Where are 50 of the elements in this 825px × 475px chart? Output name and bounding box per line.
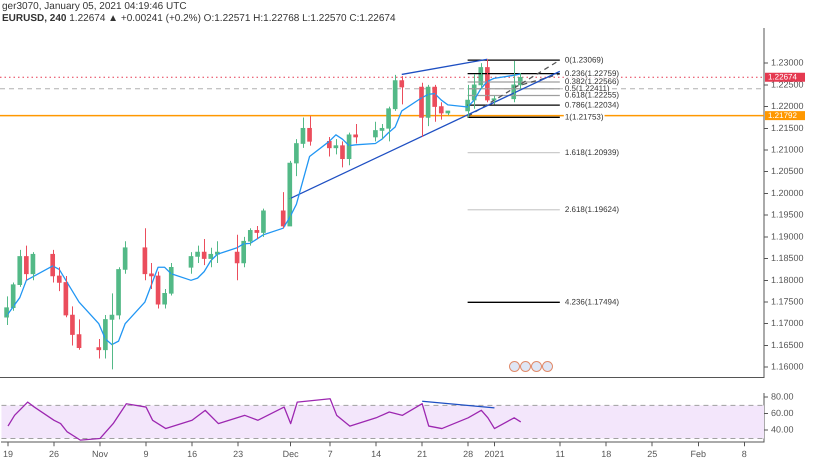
- ref-line-label: 1.22674: [768, 72, 798, 82]
- chart-subtitle: 1.22674 ▲ +0.00241 (+0.2%) O:1.22571 H:1.22768 L:1.22570 C:1.22674: [68, 13, 396, 24]
- x-tick-label: Feb: [690, 449, 706, 460]
- x-tick-label: 16: [187, 449, 198, 460]
- y-tick-label: 1.23000: [771, 58, 804, 68]
- y-tick-label: 1.17000: [771, 318, 804, 328]
- series-label: 0.786(1.22034): [564, 100, 620, 110]
- y-tick-label: 1.22000: [771, 101, 804, 112]
- series-label: 0(1.23069): [564, 55, 604, 64]
- x-tick-label: 18: [601, 449, 612, 460]
- x-tick-label: 28: [463, 449, 474, 460]
- y-tick-label: 1.21000: [771, 144, 804, 154]
- y-tick-label: 1.21500: [771, 122, 804, 133]
- x-tick-label: 25: [647, 449, 658, 460]
- series-label: 4.236(1.17494): [564, 297, 620, 306]
- text: ger3070, January 05, 2021 04:19:46 UTC: [2, 1, 188, 13]
- series-label: 1.618(1.20939): [564, 148, 620, 157]
- x-tick-label: 21: [417, 449, 428, 460]
- x-tick-label: 23: [233, 449, 244, 460]
- y-tick-label: 1.22500: [771, 79, 804, 90]
- series-label: 0.382(1.22566): [564, 77, 620, 86]
- x-tick-label: Dec: [282, 449, 300, 460]
- ref-line-label: 1.21792: [768, 110, 798, 120]
- x-tick-label: 2021: [484, 449, 504, 460]
- x-tick-label: 26: [49, 449, 60, 460]
- x-tick-label: 19: [3, 449, 14, 460]
- chart-title: EURUSD, 240: [2, 13, 66, 24]
- y-tick-label: 80.00: [771, 392, 794, 402]
- series-label: 2.618(1.19624): [564, 204, 620, 214]
- x-tick-label: 8: [742, 449, 747, 460]
- y-tick-label: 1.16500: [771, 340, 804, 350]
- y-tick-label: 1.18000: [771, 274, 804, 285]
- y-tick-label: 1.17500: [771, 296, 804, 307]
- y-tick-label: 1.19500: [771, 210, 804, 220]
- y-tick-label: 1.20500: [771, 166, 804, 176]
- series-label: 1(1.21753): [564, 112, 604, 122]
- x-tick-label: 9: [144, 449, 149, 460]
- x-tick-label: 7: [328, 449, 333, 460]
- series-label: 0.236(1.22759): [564, 68, 620, 78]
- x-tick-label: 14: [371, 449, 382, 460]
- x-tick-label: 11: [556, 449, 565, 460]
- y-tick-label: 60.00: [771, 408, 794, 418]
- x-tick-label: Nov: [92, 449, 109, 460]
- y-tick-label: 1.19000: [771, 231, 804, 242]
- y-tick-label: 1.18500: [771, 253, 804, 264]
- y-tick-label: 1.20000: [771, 188, 804, 198]
- y-tick-label: 1.16000: [771, 362, 804, 372]
- y-tick-label: 40.00: [771, 424, 794, 435]
- series-label: 0.618(1.22255): [564, 90, 620, 100]
- series-label: 0.5(1.22411): [564, 84, 610, 93]
